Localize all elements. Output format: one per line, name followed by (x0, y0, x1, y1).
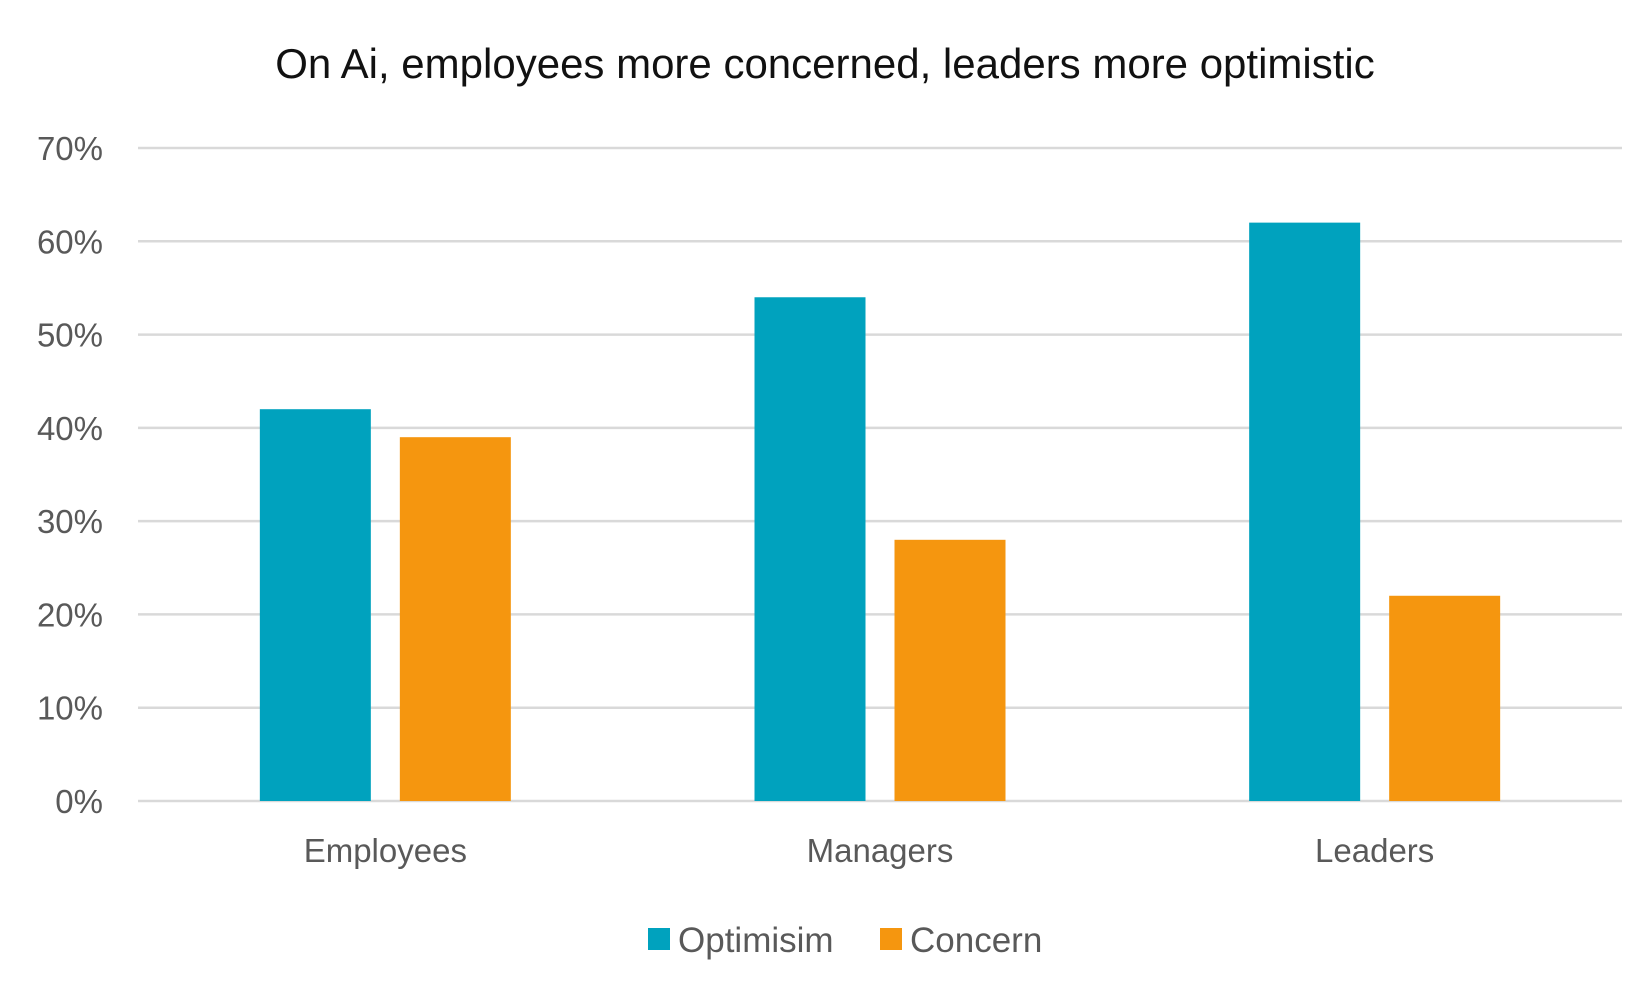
chart-title: On Ai, employees more concerned, leaders… (275, 40, 1375, 87)
x-category-label: Managers (807, 832, 954, 869)
x-axis-category-labels: Employees Managers Leaders (304, 832, 1435, 869)
x-category-label: Employees (304, 832, 467, 869)
bar-optimisim-leaders (1249, 222, 1361, 802)
gridlines (138, 146, 1622, 803)
y-tick-label: 50% (37, 317, 103, 354)
legend: Optimisim Concern (648, 921, 1042, 960)
legend-swatch (648, 928, 670, 950)
y-tick-label: 30% (37, 503, 103, 540)
y-tick-label: 10% (37, 690, 103, 727)
legend-label: Concern (910, 921, 1042, 960)
x-category-label: Leaders (1315, 832, 1434, 869)
legend-item-optimisim: Optimisim (648, 921, 834, 960)
bar-optimisim-managers (754, 297, 866, 801)
bar-concern-employees (399, 437, 511, 801)
legend-item-concern: Concern (880, 921, 1042, 960)
bar-concern-leaders (1389, 595, 1501, 801)
y-tick-label: 0% (55, 783, 103, 820)
bars (259, 222, 1501, 802)
legend-label: Optimisim (678, 921, 834, 960)
y-tick-label: 20% (37, 596, 103, 633)
y-tick-label: 70% (37, 130, 103, 167)
y-axis-tick-labels: 0% 10% 20% 30% 40% 50% 60% 70% (37, 130, 103, 820)
y-tick-label: 40% (37, 410, 103, 447)
legend-swatch (880, 928, 902, 950)
y-tick-label: 60% (37, 223, 103, 260)
bar-optimisim-employees (259, 409, 371, 801)
bar-concern-managers (894, 539, 1006, 801)
